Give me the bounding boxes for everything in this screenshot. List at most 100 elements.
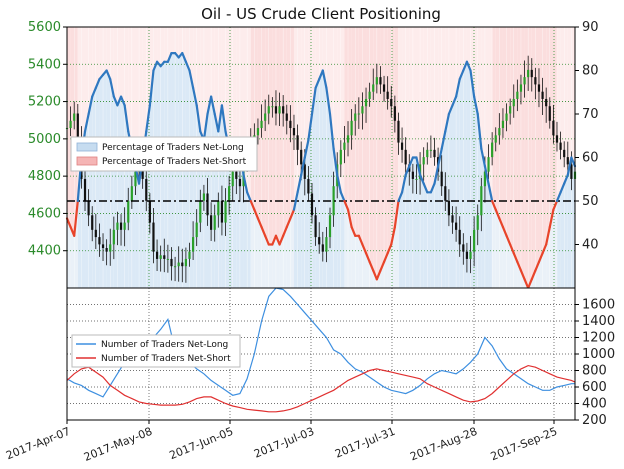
net-short-fill-segment xyxy=(265,27,269,245)
left-tick-label: 4600 xyxy=(28,206,61,221)
net-short-fill-segment xyxy=(546,27,550,245)
net-long-fill-segment xyxy=(189,70,194,288)
net-short-fill-segment xyxy=(121,27,125,106)
left-tick-label: 4400 xyxy=(28,244,61,259)
net-long-pct-segment xyxy=(166,51,173,63)
net-short-fill-segment xyxy=(380,27,385,271)
candle-body xyxy=(404,149,407,165)
net-short-fill-segment xyxy=(384,27,388,262)
net-long-fill-segment xyxy=(67,218,71,288)
candle-body xyxy=(199,200,202,223)
net-long-fill-segment xyxy=(211,96,215,288)
candle-body xyxy=(328,215,332,238)
net-long-fill-segment xyxy=(412,157,417,288)
net-short-fill-segment xyxy=(412,27,417,158)
net-short-fill-segment xyxy=(376,27,381,280)
net-long-pct-segment xyxy=(260,226,267,237)
legend-swatch-net-short-pct xyxy=(76,156,98,166)
x-tick-label: 2017-Apr-07 xyxy=(4,425,72,463)
net-long-fill-segment xyxy=(488,183,493,288)
candle-body xyxy=(523,77,526,85)
net-long-fill-segment xyxy=(405,166,410,288)
candle-body xyxy=(123,222,126,230)
net-long-fill-segment xyxy=(218,105,222,288)
net-short-fill-segment xyxy=(452,27,457,106)
net-long-pct-segment xyxy=(91,86,97,98)
net-short-fill-segment xyxy=(495,27,500,219)
net-short-fill-segment xyxy=(340,27,345,201)
net-long-fill-segment xyxy=(430,183,435,288)
net-long-fill-segment xyxy=(272,235,276,288)
candle-body xyxy=(357,113,360,115)
net-short-fill-segment xyxy=(99,27,104,80)
candle-body xyxy=(152,222,155,252)
candle-body xyxy=(310,193,314,216)
candle-body xyxy=(155,251,159,259)
count-tick-label: 400 xyxy=(582,397,607,412)
net-short-fill-segment xyxy=(513,27,518,262)
net-long-pct-segment xyxy=(210,95,216,116)
net-long-fill-segment xyxy=(344,201,349,288)
net-long-pct-segment xyxy=(458,69,465,81)
net-short-fill-segment xyxy=(67,27,71,228)
candle-body xyxy=(350,120,353,136)
net-short-fill-segment xyxy=(268,27,273,245)
legend-swatch-net-long-pct xyxy=(76,142,98,152)
net-short-fill-segment xyxy=(301,27,305,175)
net-short-count-line xyxy=(66,364,576,413)
net-short-fill-segment xyxy=(128,27,132,149)
net-short-fill-segment xyxy=(149,27,154,106)
net-short-fill-segment xyxy=(481,27,485,167)
net-short-fill-segment xyxy=(441,27,446,149)
net-short-fill-segment xyxy=(113,27,118,106)
candle-body xyxy=(318,237,321,245)
candle-body xyxy=(173,266,177,268)
x-tick-label: 2017-Jul-31 xyxy=(333,425,397,461)
net-long-fill-segment xyxy=(110,79,114,288)
candle-body xyxy=(289,120,292,129)
net-long-fill-segment xyxy=(70,227,75,288)
net-long-fill-segment xyxy=(535,261,539,288)
net-long-fill-segment xyxy=(452,96,457,288)
net-long-fill-segment xyxy=(92,87,96,289)
net-long-pct-segment xyxy=(555,191,562,203)
net-long-fill-segment xyxy=(448,105,453,288)
right-tick-label: 40 xyxy=(582,238,599,253)
net-long-pct-segment xyxy=(195,104,202,133)
net-short-fill-segment xyxy=(398,27,403,201)
candle-body xyxy=(202,193,206,201)
candle-body xyxy=(69,120,72,129)
net-long-fill-segment xyxy=(261,227,266,288)
net-long-fill-segment xyxy=(484,166,489,288)
net-long-pct-segment xyxy=(530,269,537,281)
net-long-pct-segment xyxy=(372,269,378,281)
candle-body xyxy=(451,215,454,223)
net-long-pct-segment xyxy=(343,199,350,211)
net-short-fill-segment xyxy=(488,27,493,201)
candle-body xyxy=(267,106,270,114)
candle-body xyxy=(213,215,216,230)
net-short-fill-segment xyxy=(70,27,75,236)
candle-body xyxy=(285,113,288,121)
net-long-pct-segment xyxy=(440,130,447,150)
candle-body xyxy=(116,222,119,230)
net-long-pct-segment xyxy=(418,173,425,185)
net-long-fill-segment xyxy=(95,79,100,288)
net-short-fill-segment xyxy=(387,27,392,254)
net-long-fill-segment xyxy=(279,235,284,288)
net-long-pct-segment xyxy=(566,156,573,176)
net-short-fill-segment xyxy=(157,27,161,67)
count-tick-label: 800 xyxy=(582,364,607,379)
net-long-pct-segment xyxy=(278,234,285,246)
candle-body xyxy=(537,84,541,92)
net-long-fill-segment xyxy=(427,192,431,288)
net-long-fill-segment xyxy=(495,209,500,288)
candle-body xyxy=(491,142,494,158)
net-long-pct-segment xyxy=(505,234,512,246)
net-long-fill-segment xyxy=(348,209,352,288)
candle-body xyxy=(83,178,87,201)
net-short-fill-segment xyxy=(95,27,100,88)
right-tick-label: 50 xyxy=(582,194,599,209)
